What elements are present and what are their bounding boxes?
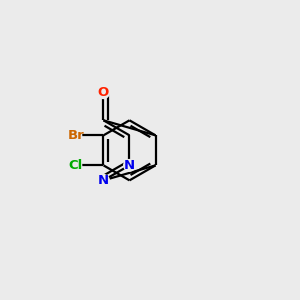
Text: N: N [98, 174, 109, 187]
Text: Cl: Cl [69, 159, 83, 172]
Circle shape [70, 160, 82, 171]
Circle shape [98, 87, 109, 98]
Circle shape [124, 160, 135, 171]
Text: Br: Br [68, 129, 84, 142]
Text: N: N [124, 159, 135, 172]
Circle shape [98, 175, 109, 186]
Circle shape [70, 130, 82, 141]
Text: O: O [98, 86, 109, 99]
